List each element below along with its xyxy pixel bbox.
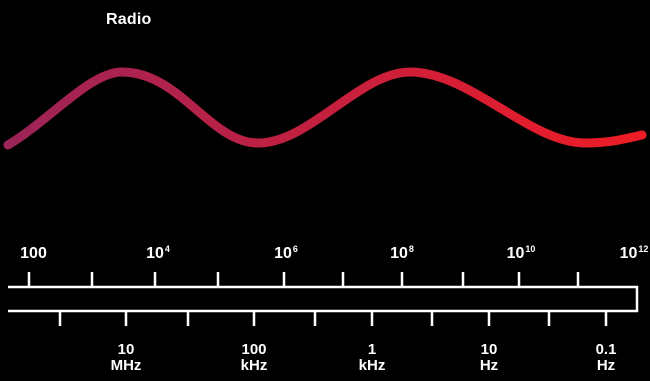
frequency-value: 1 bbox=[367, 341, 377, 358]
band-title: Radio bbox=[106, 11, 152, 28]
frequency-label: 10 MHz bbox=[111, 342, 142, 374]
wavelength-ticks bbox=[27, 272, 580, 287]
frequency-unit: MHz bbox=[110, 357, 142, 374]
wavelength-label: 106 bbox=[274, 244, 298, 262]
radio-wave bbox=[3, 67, 647, 150]
wavelength-label: 104 bbox=[146, 244, 170, 262]
wavelength-label: 108 bbox=[390, 244, 414, 262]
frequency-unit: kHz bbox=[240, 357, 268, 374]
frequency-unit: Hz bbox=[479, 357, 499, 374]
wavelength-label: 1012 bbox=[619, 244, 649, 262]
frequency-value: 0.1 bbox=[595, 341, 617, 358]
frequency-label: 10 Hz bbox=[480, 342, 498, 374]
frequency-label: 0.1 Hz bbox=[596, 342, 617, 374]
frequency-value: 10 bbox=[117, 341, 135, 358]
frequency-unit: kHz bbox=[358, 357, 386, 374]
frequency-value: 100 bbox=[241, 341, 267, 358]
frequency-label: 1 kHz bbox=[359, 342, 386, 374]
frequency-value: 10 bbox=[480, 341, 498, 358]
wavelength-label: 1010 bbox=[506, 244, 536, 262]
frequency-unit: Hz bbox=[596, 357, 616, 374]
frequency-label: 100 kHz bbox=[241, 342, 268, 374]
frequency-ticks bbox=[58, 311, 608, 326]
wavelength-label: 100 bbox=[20, 245, 47, 262]
